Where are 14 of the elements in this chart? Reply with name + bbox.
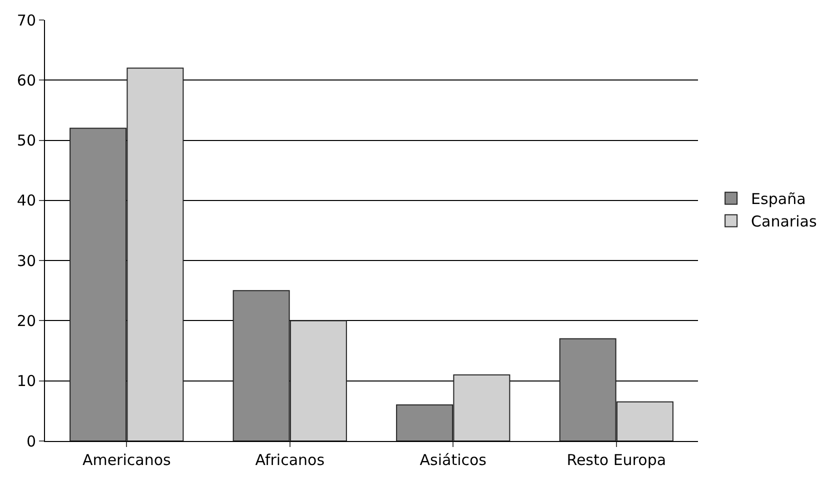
x-tick-label: Asiáticos — [420, 451, 487, 469]
x-tick-label: Resto Europa — [566, 451, 666, 469]
y-tick-label: 60 — [16, 71, 36, 90]
y-tick-label: 40 — [16, 192, 36, 210]
legend-label: Canarias — [751, 212, 817, 231]
x-tick-label: Americanos — [82, 451, 171, 469]
y-tick-label: 10 — [16, 372, 36, 390]
x-tick-label: Africanos — [255, 451, 325, 469]
y-tick-label: 50 — [16, 132, 36, 150]
y-tick-label: 0 — [26, 432, 36, 450]
y-tick-label: 30 — [16, 252, 36, 270]
y-tick-label: 70 — [16, 11, 36, 30]
y-tick-label: 20 — [16, 312, 36, 330]
legend-label: España — [751, 190, 806, 208]
